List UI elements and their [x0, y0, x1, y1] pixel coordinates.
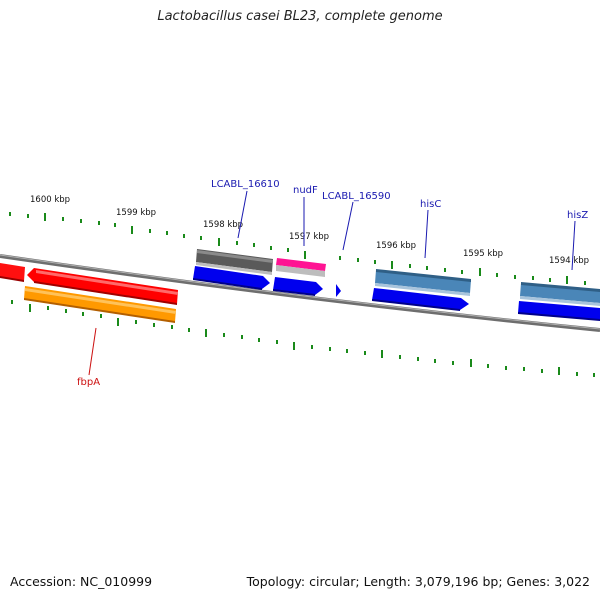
genome-backbone-highlight — [0, 254, 600, 330]
leader-line-fbpa — [88, 327, 97, 376]
gene-label-nudf[interactable]: nudF — [293, 185, 318, 196]
feature-blue-arrow-3-shade — [372, 299, 460, 311]
ruler-label-1597: 1597 kbp — [289, 232, 329, 242]
feature-steel-hisc[interactable] — [375, 270, 471, 293]
feature-gray-underlay — [196, 262, 272, 275]
feature-blue-arrow-1[interactable] — [193, 266, 270, 289]
feature-steel-hisc-under — [375, 283, 470, 296]
leader-line-hisz — [571, 220, 576, 271]
gene-label-hisz[interactable]: hisZ — [567, 210, 588, 221]
gene-label-lcabl-16610[interactable]: LCABL_16610 — [211, 179, 280, 190]
feature-blue-arrow-2-shade — [273, 289, 315, 296]
ruler-label-1596: 1596 kbp — [376, 241, 416, 251]
feature-gray-shine — [197, 250, 273, 263]
map-title: Lactobacillus casei BL23, complete genom… — [157, 9, 443, 24]
leader-line-hisc — [424, 209, 429, 259]
gene-label-hisc[interactable]: hisC — [420, 199, 441, 210]
feature-blue-arrow-1-shade — [193, 278, 262, 290]
upper-tick-row — [9, 212, 586, 285]
leader-line-lcabl-16590 — [342, 201, 354, 251]
feature-steel-hisz[interactable] — [520, 283, 600, 303]
feature-blue-arrow-3[interactable] — [372, 288, 469, 310]
feature-magenta-underlay — [276, 265, 325, 277]
feature-steel-hisz-under — [520, 296, 600, 306]
feature-blue-arrow-small[interactable] — [336, 284, 341, 297]
ruler-label-1595: 1595 kbp — [463, 249, 503, 259]
feature-steel-hisc-top — [376, 269, 471, 282]
feature-blue-right[interactable] — [518, 301, 600, 320]
leader-line-lcabl-16610 — [237, 190, 248, 239]
feature-red-large-shine — [36, 270, 178, 295]
ruler-label-1594: 1594 kbp — [549, 256, 589, 266]
lower-tick-row — [11, 300, 595, 377]
gene-label-lcabl-16590[interactable]: LCABL_16590 — [322, 191, 391, 202]
ruler-label-1599: 1599 kbp — [116, 208, 156, 218]
gene-label-fbpa[interactable]: fbpA — [77, 377, 100, 388]
accession-text: Accession: NC_010999 — [10, 574, 153, 589]
feature-orange-shade — [24, 298, 175, 323]
genome-backbone — [0, 254, 600, 332]
feature-blue-right-shade — [518, 312, 600, 321]
feature-red-left-stub-shade — [0, 276, 24, 282]
ruler-label-1600: 1600 kbp — [30, 195, 70, 205]
feature-red-left-stub[interactable] — [0, 263, 25, 281]
topology-summary: Topology: circular; Length: 3,079,196 bp… — [246, 574, 590, 589]
ruler-label-1598: 1598 kbp — [203, 220, 243, 230]
feature-red-large-shade — [34, 281, 177, 305]
feature-orange-shine — [25, 288, 176, 314]
feature-magenta-nudf[interactable] — [276, 258, 326, 271]
feature-steel-hisz-top — [521, 282, 600, 292]
